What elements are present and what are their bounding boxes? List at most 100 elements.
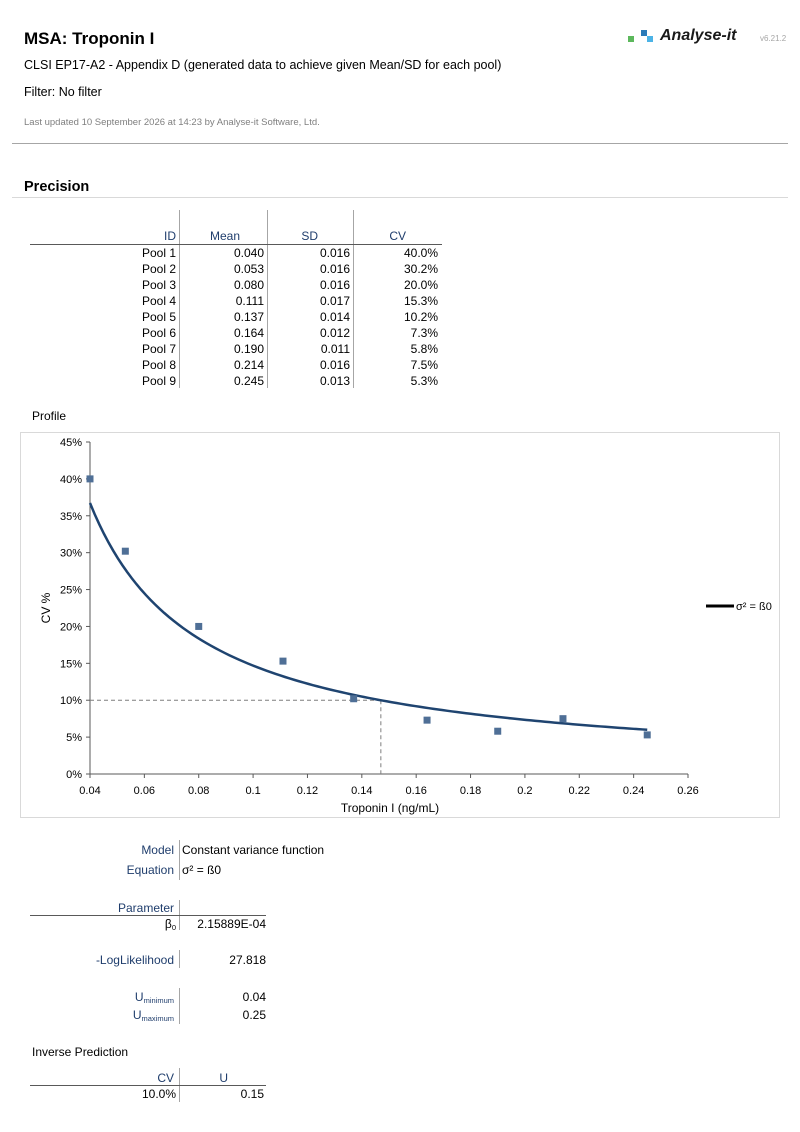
- beta-value: 2.15889E-04: [197, 917, 266, 931]
- cell-cv: 40.0%: [403, 246, 438, 260]
- table-row: Pool 8 0.214 0.016 7.5%: [30, 357, 442, 373]
- logo-text: Analyse-it: [660, 27, 737, 44]
- parameter-header: Parameter: [117, 901, 174, 915]
- cell-id: Pool 4: [141, 294, 176, 308]
- cell-cv: 15.3%: [403, 294, 438, 308]
- x-tick-label: 0.08: [188, 785, 209, 797]
- data-point: [121, 547, 129, 555]
- profile-label: Profile: [32, 409, 67, 423]
- u-maximum-label: Umaximum: [132, 1008, 174, 1023]
- cell-cv: 20.0%: [403, 278, 438, 292]
- cell-sd: 0.017: [319, 294, 350, 308]
- data-point: [643, 731, 651, 739]
- y-tick-label: 30%: [60, 548, 82, 560]
- inverse-prediction-table: CV U 10.0% 0.15: [30, 1068, 270, 1108]
- column-header-cv: CV: [157, 1071, 174, 1085]
- cell-sd: 0.016: [319, 358, 350, 372]
- table-row: Pool 1 0.040 0.016 40.0%: [30, 245, 442, 261]
- inverse-u-value: 0.15: [240, 1087, 264, 1101]
- model-label: Model: [141, 843, 174, 857]
- x-tick-label: 0.1: [245, 785, 260, 797]
- equation-value: σ² = ß0: [182, 863, 222, 877]
- column-header-cv: CV: [389, 229, 406, 243]
- legend-label: σ² = ß0: [736, 601, 772, 613]
- cell-sd: 0.011: [320, 342, 350, 356]
- table-col-divider: [179, 840, 180, 880]
- table-col-divider: [353, 210, 354, 388]
- page-subtitle: CLSI EP17-A2 - Appendix D (generated dat…: [24, 58, 502, 72]
- x-tick-label: 0.26: [677, 785, 698, 797]
- cell-cv: 7.5%: [410, 358, 438, 372]
- table-row: Pool 9 0.245 0.013 5.3%: [30, 373, 442, 389]
- column-header-u: U: [219, 1071, 228, 1085]
- inverse-cv-value: 10.0%: [141, 1087, 176, 1101]
- cell-id: Pool 8: [141, 358, 176, 372]
- table-row: Pool 2 0.053 0.016 30.2%: [30, 261, 442, 277]
- table-row: Pool 3 0.080 0.016 20.0%: [30, 277, 442, 293]
- model-table: Model Constant variance function Equatio…: [30, 838, 350, 1038]
- y-tick-label: 10%: [60, 695, 82, 707]
- data-point: [86, 475, 94, 483]
- x-tick-label: 0.22: [569, 785, 590, 797]
- cell-cv: 7.3%: [410, 326, 438, 340]
- cell-cv: 5.3%: [410, 374, 438, 388]
- y-tick-label: 0%: [66, 769, 82, 781]
- u-minimum-value: 0.04: [242, 990, 266, 1004]
- table-col-divider: [179, 210, 180, 388]
- cell-sd: 0.013: [319, 374, 350, 388]
- x-tick-label: 0.2: [517, 785, 532, 797]
- cell-mean: 0.137: [233, 310, 264, 324]
- cell-id: Pool 3: [141, 278, 176, 292]
- column-header-sd: SD: [301, 229, 318, 243]
- chart-legend: σ² = ß0: [706, 601, 772, 613]
- y-tick-label: 20%: [60, 621, 82, 633]
- x-tick-label: 0.16: [405, 785, 426, 797]
- u-maximum-value: 0.25: [242, 1008, 266, 1022]
- table-row: Pool 4 0.111 0.017 15.3%: [30, 293, 442, 309]
- cell-mean: 0.190: [233, 342, 264, 356]
- cell-mean: 0.053: [233, 262, 264, 276]
- data-point: [423, 716, 431, 724]
- version-label: v6.21.2: [760, 34, 787, 43]
- cell-id: Pool 5: [141, 310, 176, 324]
- cell-sd: 0.014: [319, 310, 350, 324]
- fit-curve: [88, 502, 648, 731]
- table-col-divider: [267, 210, 268, 388]
- cell-cv: 10.2%: [403, 310, 438, 324]
- profile-chart: 0% 5% 10% 15% 20% 25% 30% 35% 40% 45% 0.04 0.06 0.08…: [20, 432, 780, 818]
- cell-sd: 0.016: [319, 262, 350, 276]
- section-divider: [12, 197, 788, 198]
- cell-mean: 0.214: [233, 358, 264, 372]
- loglikelihood-label: -LogLikelihood: [95, 953, 174, 967]
- beta-label: β0: [164, 917, 176, 932]
- y-tick-label: 15%: [60, 658, 82, 670]
- data-point: [279, 657, 287, 665]
- last-updated: Last updated 10 September 2026 at 14:23 …: [24, 117, 320, 128]
- data-point: [494, 727, 502, 735]
- cell-sd: 0.016: [319, 246, 350, 260]
- x-tick-label: 0.14: [351, 785, 372, 797]
- x-tick-label: 0.12: [297, 785, 318, 797]
- data-point: [559, 715, 567, 723]
- loglikelihood-value: 27.818: [229, 953, 266, 967]
- cell-id: Pool 1: [141, 246, 176, 260]
- y-axis-label: CV %: [39, 592, 53, 623]
- cell-id: Pool 2: [141, 262, 176, 276]
- y-tick-label: 45%: [60, 437, 82, 449]
- u-minimum-label: Uminimum: [134, 990, 174, 1005]
- y-tick-label: 25%: [60, 585, 82, 597]
- precision-table: ID Mean SD CV Pool 1 0.040 0.016 40.0% Pool …: [30, 210, 442, 390]
- data-point: [350, 695, 358, 703]
- logo-icon: [628, 30, 653, 42]
- cell-sd: 0.016: [319, 278, 350, 292]
- cell-mean: 0.111: [235, 294, 264, 308]
- x-tick-label: 0.18: [460, 785, 481, 797]
- table-row: Pool 5 0.137 0.014 10.2%: [30, 309, 442, 325]
- cell-mean: 0.245: [233, 374, 264, 388]
- cell-id: Pool 7: [141, 342, 176, 356]
- cell-cv: 5.8%: [410, 342, 438, 356]
- parameter-header-rule: [30, 915, 266, 916]
- cell-mean: 0.040: [233, 246, 264, 260]
- x-tick-label: 0.24: [623, 785, 644, 797]
- cell-mean: 0.164: [233, 326, 264, 340]
